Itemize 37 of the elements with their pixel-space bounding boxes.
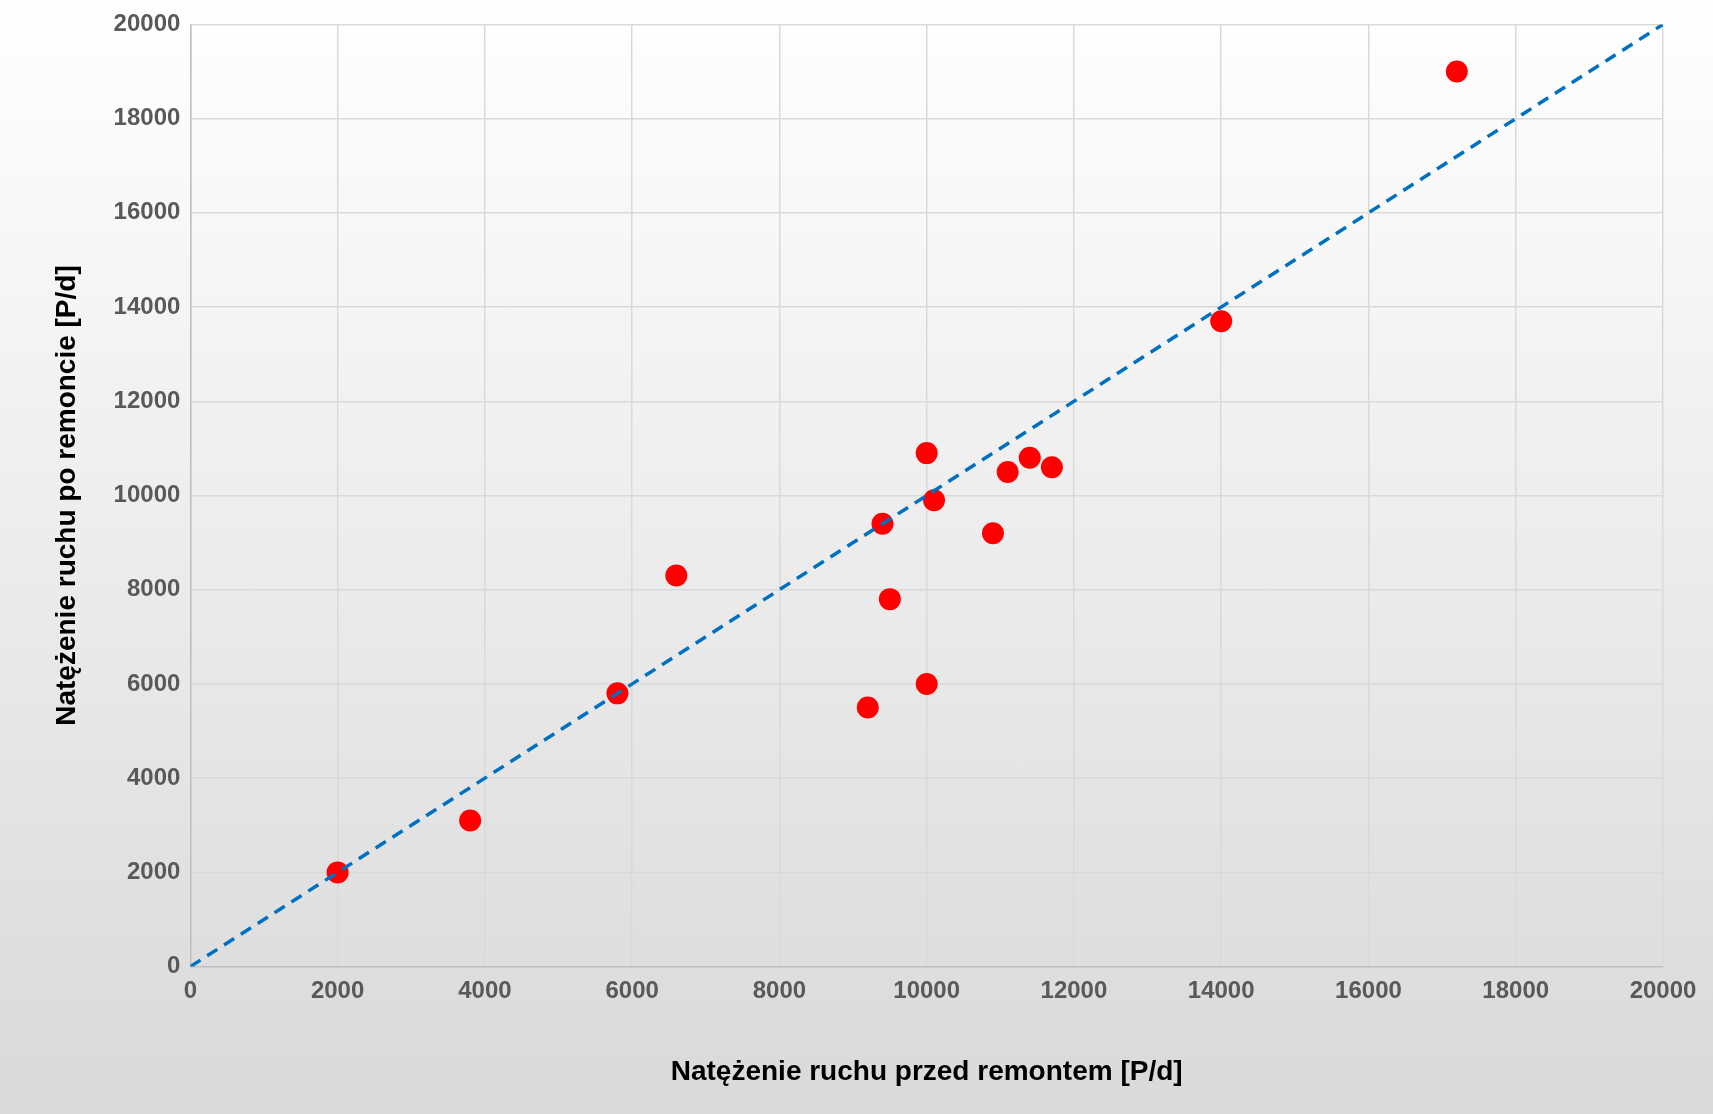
point [459, 809, 482, 832]
y-tick-label: 16000 [113, 197, 181, 225]
point [915, 672, 938, 695]
y-tick-label: 18000 [113, 103, 181, 131]
x-tick-label: 2000 [310, 975, 365, 1003]
y-tick-label: 10000 [113, 480, 181, 508]
y-tick-label: 20000 [113, 9, 181, 37]
y-tick-label: 0 [166, 951, 181, 979]
point [665, 564, 688, 587]
point [923, 489, 946, 512]
point [915, 442, 938, 465]
y-tick-label: 8000 [126, 574, 181, 602]
y-axis-title: Natężenie ruchu po remoncie [P/d] [49, 265, 81, 726]
point [878, 588, 901, 611]
x-tick-label: 20000 [1629, 975, 1697, 1003]
point [1210, 310, 1233, 333]
point [1018, 446, 1041, 469]
x-tick-label: 4000 [458, 975, 512, 1003]
point [856, 696, 879, 719]
x-tick-label: 18000 [1482, 975, 1550, 1003]
y-tick-label: 2000 [126, 857, 181, 885]
x-tick-label: 0 [183, 975, 198, 1003]
point [996, 460, 1019, 483]
x-tick-label: 6000 [605, 975, 659, 1003]
x-tick-label: 8000 [752, 975, 807, 1003]
x-tick-label: 14000 [1187, 975, 1255, 1003]
point [1040, 456, 1063, 479]
point [981, 522, 1004, 545]
y-tick-label: 12000 [113, 385, 181, 413]
y-tick-label: 14000 [113, 291, 181, 319]
point [1445, 60, 1468, 83]
y-tick-label: 4000 [126, 762, 181, 790]
x-tick-label: 12000 [1040, 975, 1108, 1003]
x-tick-label: 10000 [893, 975, 961, 1003]
x-axis-title: Natężenie ruchu przed remontem [P/d] [670, 1054, 1183, 1086]
x-tick-label: 16000 [1335, 975, 1402, 1003]
y-tick-label: 6000 [126, 668, 181, 696]
